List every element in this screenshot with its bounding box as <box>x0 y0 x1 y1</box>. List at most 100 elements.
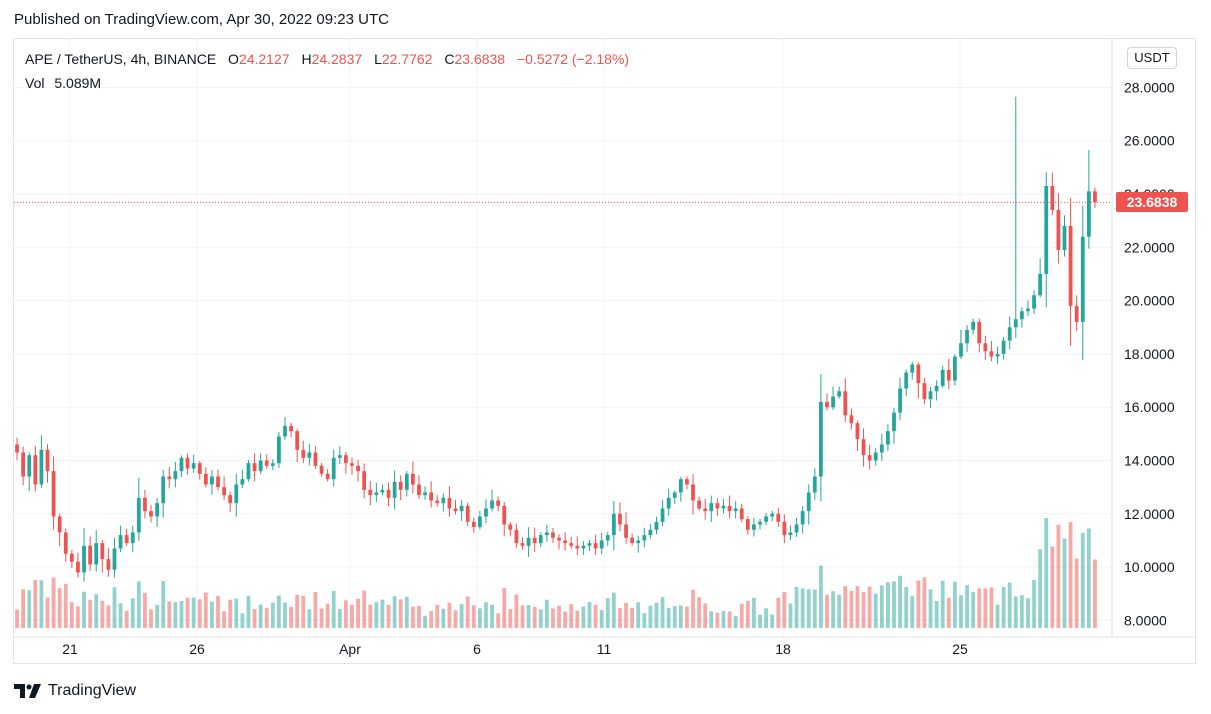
volume-bar <box>368 604 373 628</box>
volume-bar <box>88 599 93 628</box>
volume-bar <box>344 600 348 628</box>
volume-bar <box>319 608 324 628</box>
candle-body <box>331 457 336 480</box>
footer-logo[interactable]: TradingView <box>14 680 136 702</box>
volume-bar <box>380 599 385 628</box>
volume-bar <box>934 600 939 628</box>
candle-body <box>94 543 99 565</box>
brand-name: TradingView <box>48 682 137 699</box>
volume-bar <box>715 612 720 628</box>
last-price-tag: 23.6838 <box>1116 192 1188 212</box>
volume-bar <box>916 580 921 628</box>
candle-body <box>660 508 665 522</box>
volume-bar <box>946 597 951 628</box>
volume-bar <box>727 611 732 628</box>
candle-body <box>770 513 775 517</box>
candle-body <box>441 497 446 504</box>
volume-bar <box>301 595 306 628</box>
high-label: H <box>301 51 312 67</box>
volume-bar <box>776 597 781 628</box>
volume-bar <box>356 598 360 628</box>
volume-bar <box>532 606 537 628</box>
x-axis-ticks: 21 26 Apr 6 11 18 25 <box>62 641 968 657</box>
candle-body <box>861 439 866 456</box>
candle-body <box>910 364 915 373</box>
candle-body <box>15 444 19 453</box>
candle-body <box>21 452 26 477</box>
y-tick-label: 10.0000 <box>1124 559 1175 575</box>
candle-body <box>1013 319 1018 328</box>
volume-bar <box>216 595 220 628</box>
candle-body <box>666 497 671 509</box>
volume-bar <box>904 586 909 628</box>
candle-body <box>611 513 616 536</box>
candle-body <box>959 343 963 357</box>
volume-bar <box>666 607 671 628</box>
candle-body <box>417 484 421 496</box>
volume-bar <box>484 602 488 628</box>
volume-label[interactable]: Vol <box>25 75 45 91</box>
volume-bar <box>794 586 799 628</box>
currency-selector[interactable]: USDT <box>1127 47 1177 69</box>
candle-body <box>624 524 628 538</box>
volume-bar <box>965 585 969 628</box>
volume-bar <box>849 590 854 628</box>
volume-bar <box>94 594 99 628</box>
volume-bar <box>971 592 976 628</box>
volume-bar <box>691 589 695 628</box>
high-value: 24.2837 <box>311 51 363 67</box>
candle-body <box>551 532 555 538</box>
volume-bar <box>429 611 434 628</box>
candle-body <box>983 343 988 352</box>
candle-body <box>167 476 172 480</box>
volume-bar <box>922 577 927 628</box>
candle-body <box>33 455 38 485</box>
volume-bar <box>855 586 860 628</box>
tradingview-logo-icon <box>14 684 41 698</box>
volume-bar <box>295 594 300 628</box>
candle-body <box>940 369 945 386</box>
candle-body <box>812 476 817 493</box>
candle-body <box>404 473 409 490</box>
symbol-label[interactable]: APE / TetherUS, 4h, BINANCE <box>25 51 217 67</box>
candle-body <box>685 479 689 485</box>
candle-body <box>922 383 927 400</box>
volume-bar <box>1080 532 1085 628</box>
change-value: −0.5272 (−2.18%) <box>516 51 630 67</box>
volume-bar <box>611 592 616 628</box>
volume-bar <box>143 592 147 628</box>
candle-body <box>904 372 909 389</box>
candle-body <box>697 500 702 509</box>
candle-body <box>691 484 695 501</box>
candle-body <box>581 545 586 549</box>
volume-bar <box>264 607 269 628</box>
volume-bar <box>15 609 19 628</box>
volume-bar <box>173 602 178 628</box>
candle-body <box>867 455 872 461</box>
candle-body <box>788 532 793 536</box>
volume-bar <box>581 606 586 628</box>
candle-body <box>246 463 251 480</box>
candle-body <box>739 508 744 520</box>
volume-bar <box>520 605 525 628</box>
volume-bar <box>270 602 275 628</box>
candle-body <box>776 513 781 522</box>
volume-bar <box>1050 546 1055 628</box>
volume-bar <box>1056 524 1061 628</box>
candle-body <box>1062 225 1067 250</box>
candle-body <box>587 543 592 546</box>
volume-bar <box>879 585 884 628</box>
candle-body <box>264 460 269 466</box>
candle-body <box>745 519 750 530</box>
volume-bar <box>331 591 336 628</box>
volume-bar <box>410 606 415 628</box>
volume-bar <box>203 592 208 628</box>
candle-body <box>508 524 513 530</box>
volume-bar <box>898 575 902 628</box>
candle-body <box>1038 273 1043 296</box>
candle-body <box>1080 236 1085 322</box>
volume-bar <box>660 597 665 628</box>
volume-bar <box>252 609 257 628</box>
volume-bar <box>770 614 775 628</box>
